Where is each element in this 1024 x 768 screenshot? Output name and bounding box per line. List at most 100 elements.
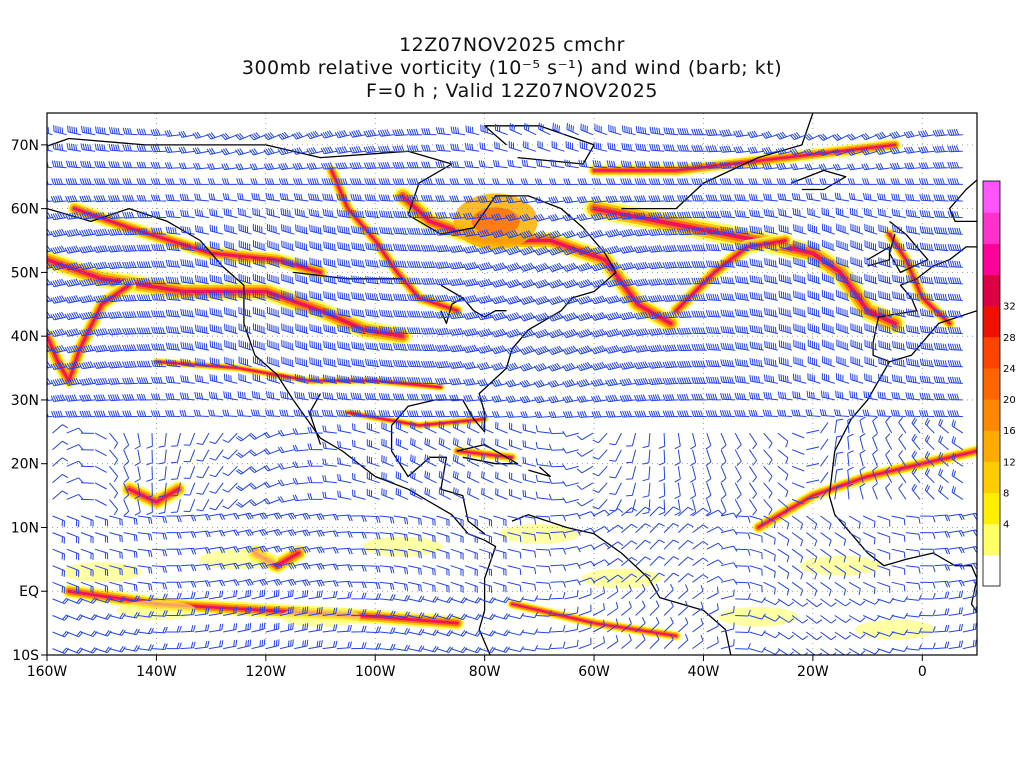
wind-barb: [793, 373, 807, 384]
wind-barb: [477, 295, 494, 304]
wind-barb: [850, 273, 864, 285]
wind-barb: [265, 639, 280, 650]
wind-barb: [209, 499, 224, 511]
wind-barb: [763, 499, 773, 515]
wind-barb: [109, 581, 123, 592]
wind-barb: [235, 163, 252, 171]
wind-barb: [337, 274, 352, 285]
wind-barb: [734, 375, 750, 384]
wind-barb: [292, 162, 309, 170]
wind-barb: [146, 482, 153, 499]
wind-barb: [662, 344, 679, 352]
wind-barb: [151, 610, 168, 617]
wind-barb: [505, 312, 522, 322]
wind-barb: [848, 598, 866, 606]
wind-barb: [462, 311, 480, 320]
wind-barb: [421, 128, 437, 136]
wind-barb: [263, 481, 281, 488]
wind-barb: [933, 342, 949, 351]
wind-barb: [576, 395, 594, 403]
wind-barb: [562, 295, 579, 305]
wind-barb: [93, 294, 110, 303]
wind-barb: [905, 611, 922, 618]
wind-barb: [122, 261, 138, 269]
wind-barb: [904, 162, 921, 170]
wind-barb: [793, 306, 807, 318]
wind-barb: [64, 344, 81, 354]
title-line-3: F=0 h ; Valid 12Z07NOV2025: [366, 80, 658, 102]
wind-barb: [421, 144, 437, 152]
wind-barb: [462, 344, 480, 353]
wind-barb: [906, 258, 921, 268]
wind-barb: [898, 416, 907, 434]
wind-barb: [136, 161, 152, 169]
wind-barb: [194, 291, 209, 301]
wind-barb: [807, 323, 821, 335]
wind-barb: [223, 391, 238, 401]
colorbar-swatch: [983, 336, 1000, 369]
wind-barb: [633, 344, 650, 353]
wind-barb: [434, 294, 451, 302]
wind-barb: [249, 163, 266, 171]
wind-barb: [151, 548, 168, 557]
wind-barb: [621, 634, 632, 649]
wind-barb: [435, 195, 451, 202]
wind-barb: [509, 422, 522, 434]
wind-barb: [293, 409, 309, 417]
wind-barb: [136, 360, 152, 368]
title-line-2: 300mb relative vorticity (10⁻⁵ s⁻¹) and …: [241, 57, 783, 79]
wind-barb: [165, 342, 181, 351]
wind-barb: [904, 178, 921, 185]
wind-barb: [862, 631, 880, 638]
wind-barb: [547, 279, 565, 289]
wind-barb: [108, 126, 124, 136]
colorbar-swatch: [983, 243, 1000, 275]
wind-barb: [164, 162, 181, 169]
wind-barb: [463, 195, 480, 203]
wind-barb: [449, 160, 466, 169]
wind-barb: [237, 589, 252, 600]
wind-barb: [436, 515, 450, 527]
wind-barb: [562, 447, 579, 454]
wind-barb: [648, 294, 665, 303]
wind-barb: [66, 532, 80, 544]
wind-barb: [734, 292, 750, 301]
vorticity-patch: [800, 555, 881, 576]
wind-barb: [194, 391, 209, 401]
wind-barb: [78, 294, 96, 304]
wind-barb: [834, 631, 851, 640]
wind-barb: [322, 491, 337, 500]
wind-barb: [505, 395, 522, 403]
wind-barb: [820, 488, 829, 500]
wind-barb: [151, 515, 168, 524]
wind-barb: [905, 225, 921, 235]
wind-barb: [280, 208, 295, 219]
wind-barb: [123, 432, 130, 450]
wind-barb: [252, 306, 266, 318]
wind-barb: [947, 178, 963, 185]
wind-barb: [777, 432, 789, 448]
wind-barb: [251, 606, 266, 616]
wind-barb: [692, 634, 704, 650]
wind-barb: [450, 515, 464, 527]
wind-barb: [548, 196, 565, 204]
wind-barb: [734, 449, 742, 467]
wind-barb: [194, 580, 211, 588]
wind-barb: [66, 581, 80, 594]
wind-barb: [164, 129, 181, 137]
wind-barb: [323, 225, 338, 235]
wind-barb: [919, 242, 935, 252]
wind-barb: [662, 195, 679, 202]
wind-barb: [379, 292, 394, 301]
wind-barb: [137, 610, 154, 618]
wind-barb: [807, 273, 821, 285]
wind-barb: [609, 432, 622, 446]
wind-barb: [123, 532, 138, 542]
wind-barb: [377, 129, 394, 137]
vorticity-band: [674, 239, 787, 313]
wind-barb: [850, 256, 864, 268]
wind-barb: [590, 262, 608, 272]
wind-barb: [605, 394, 622, 403]
wind-barb: [733, 146, 750, 154]
wind-barb: [381, 488, 394, 500]
